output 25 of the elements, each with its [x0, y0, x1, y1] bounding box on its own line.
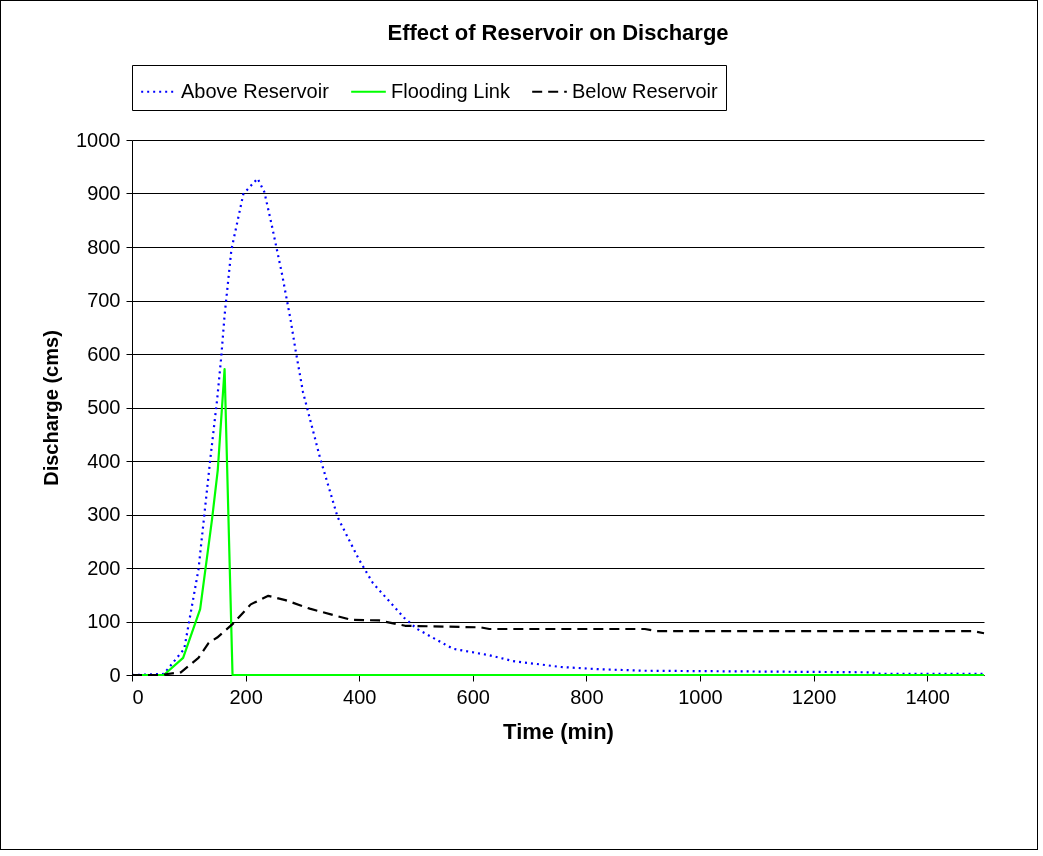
y-tick-label: 1000	[76, 128, 121, 151]
y-tick-label: 800	[87, 235, 121, 258]
x-axis-title: Time (min)	[503, 718, 614, 744]
y-axis-title: Discharge (cms)	[40, 330, 63, 486]
chart-title: Effect of Reservoir on Discharge	[387, 19, 729, 45]
legend-label: Above Reservoir	[181, 79, 330, 102]
y-tick-label: 100	[87, 610, 121, 632]
y-tick-label: 300	[87, 503, 121, 525]
y-tick-label: 400	[87, 449, 121, 472]
legend-label: Flooding Link	[391, 79, 511, 102]
x-tick-label: 1000	[678, 685, 723, 708]
x-tick-label: 0	[132, 685, 144, 708]
x-tick-label: 1200	[791, 685, 837, 708]
legend-label: Below Reservoir	[572, 79, 718, 102]
y-tick-label: 700	[87, 289, 121, 311]
x-tick-label: 1400	[905, 685, 950, 708]
y-tick-label: 0	[109, 663, 121, 686]
y-tick-label: 200	[87, 556, 121, 579]
x-tick-label: 200	[229, 685, 263, 708]
x-tick-label: 600	[456, 685, 490, 708]
y-tick-label: 500	[87, 396, 121, 418]
y-tick-label: 900	[87, 182, 121, 204]
x-tick-label: 400	[343, 685, 377, 708]
x-tick-label: 800	[570, 685, 604, 708]
y-tick-label: 600	[87, 342, 121, 365]
